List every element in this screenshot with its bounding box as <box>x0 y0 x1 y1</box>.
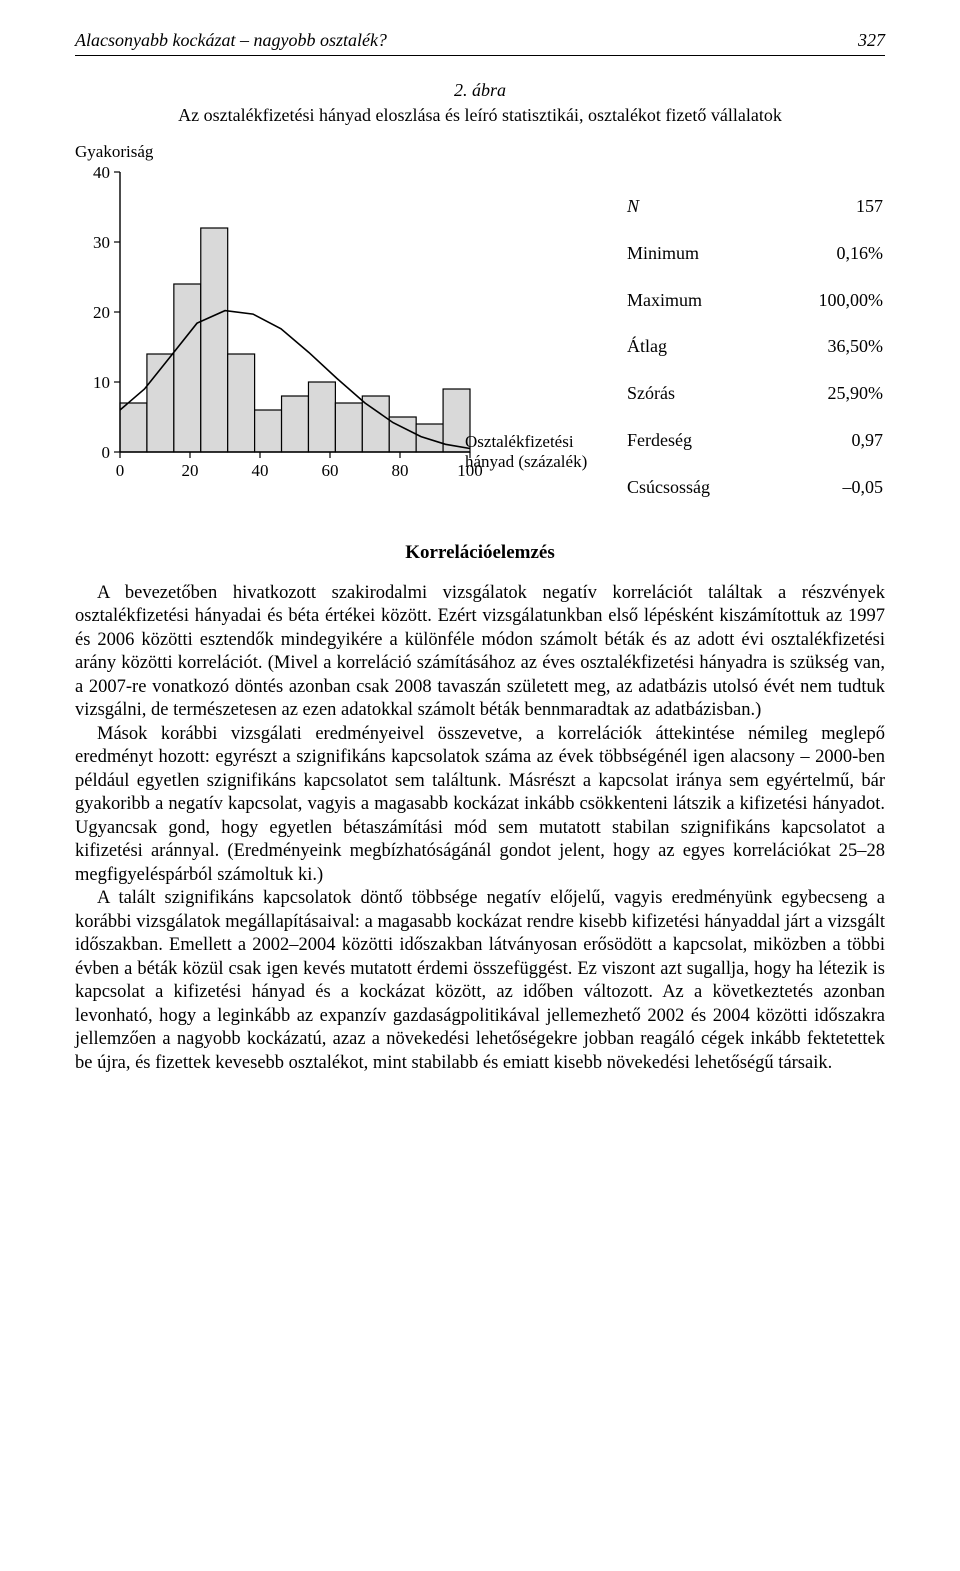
svg-text:20: 20 <box>182 461 199 480</box>
svg-text:80: 80 <box>392 461 409 480</box>
stats-row: Minimum0,16% <box>627 231 883 276</box>
x-axis-label: Osztalékfizetési hányad (százalék) <box>465 432 625 472</box>
histogram-chart: 010203040020406080100 <box>75 162 515 502</box>
stats-value: 25,90% <box>769 371 883 416</box>
stats-row: Maximum100,00% <box>627 278 883 323</box>
stats-row: Átlag36,50% <box>627 325 883 370</box>
chart-row: Gyakoriság 010203040020406080100 Osztalé… <box>75 142 885 512</box>
paragraph-2: Mások korábbi vizsgálati eredményeivel ö… <box>75 723 885 887</box>
paragraph-1: A bevezetőben hivatkozott szakirodalmi v… <box>75 582 885 723</box>
stats-label: Átlag <box>627 325 767 370</box>
stats-label: Minimum <box>627 231 767 276</box>
stats-value: –0,05 <box>769 465 883 510</box>
svg-text:0: 0 <box>116 461 125 480</box>
figure-label: 2. ábra <box>75 80 885 101</box>
paragraph-3: A talált szignifikáns kapcsolatok döntő … <box>75 887 885 1075</box>
section-heading: Korrelációelemzés <box>75 542 885 564</box>
stats-label: Csúcsosság <box>627 465 767 510</box>
svg-text:30: 30 <box>93 233 110 252</box>
stats-value: 0,16% <box>769 231 883 276</box>
svg-text:0: 0 <box>102 443 111 462</box>
figure-caption: Az osztalékfizetési hányad eloszlása és … <box>75 105 885 126</box>
header-title: Alacsonyabb kockázat – nagyobb osztalék? <box>75 30 387 51</box>
page-number: 327 <box>858 30 885 51</box>
page-header: Alacsonyabb kockázat – nagyobb osztalék?… <box>75 30 885 56</box>
stats-value: 36,50% <box>769 325 883 370</box>
stats-row: Ferdeség0,97 <box>627 418 883 463</box>
stats-row: Szórás25,90% <box>627 371 883 416</box>
stats-label: Ferdeség <box>627 418 767 463</box>
stats-value: 0,97 <box>769 418 883 463</box>
stats-label: Szórás <box>627 371 767 416</box>
stats-row: Csúcsosság–0,05 <box>627 465 883 510</box>
svg-text:10: 10 <box>93 373 110 392</box>
stats-table: N157Minimum0,16%Maximum100,00%Átlag36,50… <box>625 182 885 512</box>
stats-label: N <box>627 184 767 229</box>
stats-value: 100,00% <box>769 278 883 323</box>
chart-container: Gyakoriság 010203040020406080100 Osztalé… <box>75 142 515 512</box>
svg-text:40: 40 <box>93 163 110 182</box>
svg-text:40: 40 <box>252 461 269 480</box>
y-axis-label: Gyakoriság <box>75 142 153 162</box>
stats-label: Maximum <box>627 278 767 323</box>
svg-text:60: 60 <box>322 461 339 480</box>
stats-value: 157 <box>769 184 883 229</box>
stats-row: N157 <box>627 184 883 229</box>
svg-text:20: 20 <box>93 303 110 322</box>
